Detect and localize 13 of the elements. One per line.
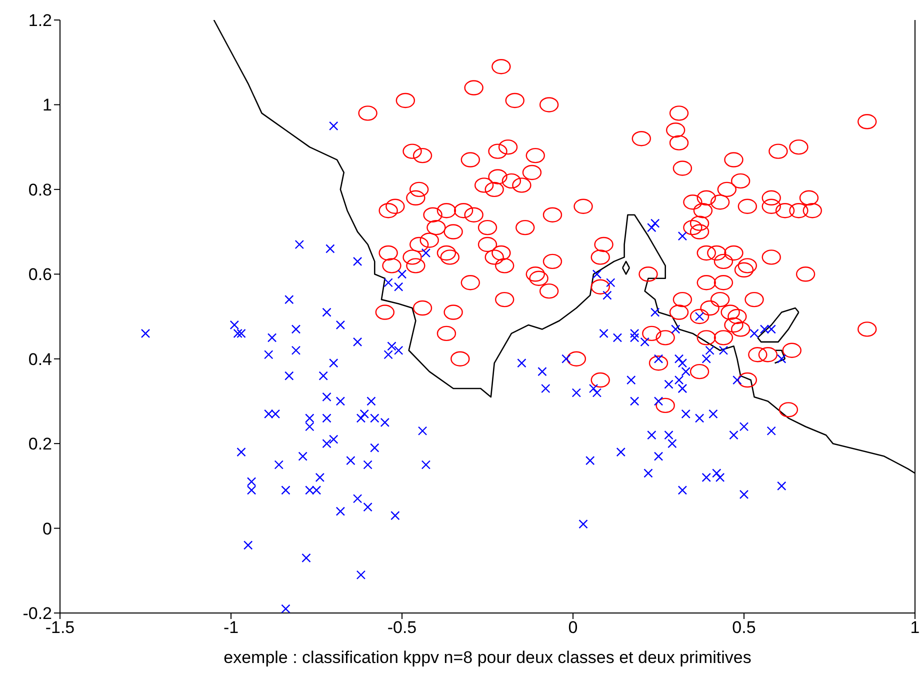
y-tick-label: 0.8 [28, 180, 52, 200]
y-tick-label: 0.4 [28, 350, 52, 369]
x-tick-label: -1 [223, 618, 239, 638]
y-tick-label: 1.2 [28, 11, 52, 30]
y-tick-label: 0.2 [28, 434, 52, 454]
y-tick-label: 0 [42, 519, 52, 538]
x-tick-label: 0 [568, 618, 578, 638]
y-tick-label: 1 [42, 96, 52, 115]
x-axis-title: exemple : classification kppv n=8 pour deux classes et deux primitives [224, 648, 752, 667]
x-tick-label: 0.5 [732, 618, 756, 638]
x-tick-label: -0.5 [387, 618, 417, 638]
y-tick-label: 0.6 [28, 265, 52, 284]
x-tick-label: 1 [910, 618, 920, 638]
